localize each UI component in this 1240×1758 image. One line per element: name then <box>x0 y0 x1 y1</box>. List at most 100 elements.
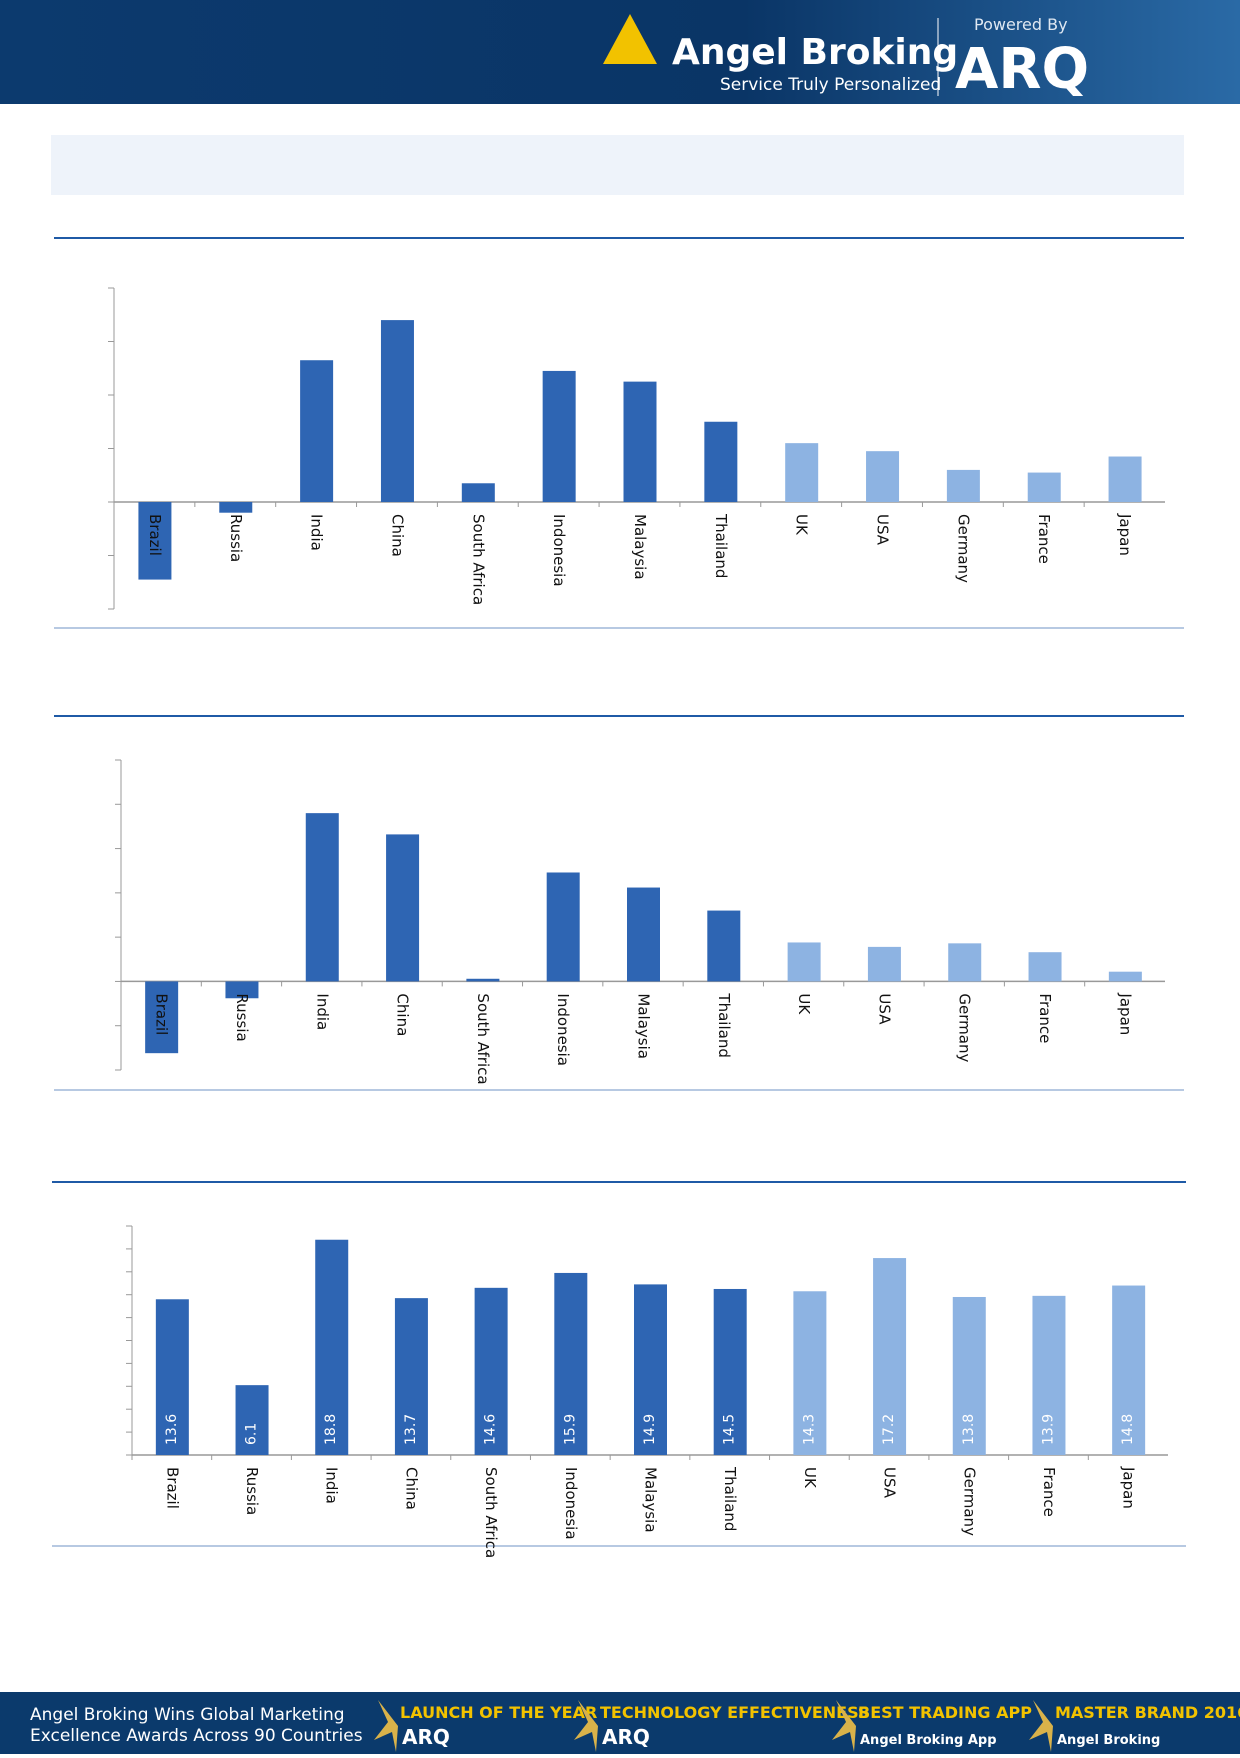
bar <box>474 1287 508 1455</box>
bar <box>1108 971 1142 982</box>
bar <box>466 978 500 982</box>
award-star <box>374 1700 398 1752</box>
bar <box>952 1296 986 1455</box>
award-title: TECHNOLOGY EFFECTIVENESS <box>600 1703 869 1722</box>
x-tick-label: France <box>1040 1467 1058 1517</box>
x-tick-label: Russia <box>227 514 245 562</box>
x-tick-label: Japan <box>1116 513 1134 556</box>
footer-band <box>0 1692 1240 1754</box>
bar <box>542 370 576 502</box>
x-tick-label: UK <box>795 993 813 1015</box>
data-label: 13.6 <box>164 1414 180 1445</box>
bar <box>793 1291 827 1455</box>
x-tick-label: UK <box>801 1467 819 1489</box>
award-title: LAUNCH OF THE YEAR <box>400 1703 597 1722</box>
bar <box>634 1284 667 1455</box>
x-tick-label: Japan <box>1116 992 1134 1035</box>
x-tick-label: Russia <box>243 1467 261 1515</box>
x-tick-label: Indonesia <box>550 514 568 587</box>
data-label: 13.7 <box>403 1414 419 1445</box>
bar <box>1027 472 1061 502</box>
x-tick-label: USA <box>874 514 892 546</box>
bar <box>1112 1285 1146 1455</box>
x-tick-label: USA <box>875 993 893 1025</box>
award-brand: Angel Broking App <box>860 1733 997 1748</box>
x-tick-label: Malaysia <box>631 514 649 580</box>
bar <box>1108 456 1142 502</box>
x-tick-label: India <box>308 514 326 551</box>
award-star <box>574 1700 598 1752</box>
x-tick-label: Malaysia <box>635 993 653 1059</box>
x-tick-label: UK <box>793 514 811 536</box>
award-brand: ARQ <box>602 1725 650 1749</box>
x-tick-label: France <box>1035 514 1053 564</box>
bar <box>707 910 741 982</box>
bar <box>866 451 900 502</box>
data-label: 18.8 <box>323 1414 339 1445</box>
x-tick-label: Indonesia <box>562 1467 580 1540</box>
x-tick-label: South Africa <box>474 993 492 1084</box>
bar <box>554 1272 588 1455</box>
bar <box>315 1239 349 1455</box>
data-label: 13.9 <box>1040 1414 1056 1445</box>
bar <box>145 981 179 1054</box>
bar <box>948 943 982 982</box>
bar <box>1028 952 1062 982</box>
awards: LAUNCH OF THE YEAR ARQ TECHNOLOGY EFFECTIV… <box>374 1700 1240 1752</box>
x-tick-label: USA <box>881 1467 899 1499</box>
x-tick-label: China <box>394 993 412 1036</box>
bar <box>713 1288 747 1455</box>
x-tick-label: India <box>323 1467 341 1504</box>
data-label: 14.9 <box>642 1414 658 1445</box>
bar <box>546 872 580 982</box>
data-label: 15.9 <box>562 1414 578 1445</box>
data-label: 14.8 <box>1120 1414 1136 1445</box>
x-tick-label: Brazil <box>163 1467 181 1509</box>
bar <box>704 421 738 502</box>
x-tick-label: South Africa <box>482 1467 500 1558</box>
powered-by: Powered By <box>974 15 1068 34</box>
title-box <box>51 135 1184 195</box>
x-tick-label: Thailand <box>712 513 730 578</box>
bar <box>873 1258 907 1455</box>
data-label: 14.3 <box>801 1414 817 1445</box>
x-tick-label: Malaysia <box>642 1467 660 1533</box>
bar <box>155 1299 189 1455</box>
product: ARQ <box>955 37 1089 102</box>
x-tick-label: France <box>1036 993 1054 1043</box>
bar <box>946 469 980 502</box>
x-tick-label: Indonesia <box>554 993 572 1066</box>
bar <box>300 360 334 502</box>
bar <box>225 981 259 999</box>
bar <box>1032 1295 1066 1455</box>
x-tick-label: Thailand <box>721 1466 739 1531</box>
award-brand: ARQ <box>402 1725 450 1749</box>
x-tick-label: Germany <box>960 1467 978 1536</box>
footer-headline-text: Excellence Awards Across 90 Countries <box>30 1726 363 1746</box>
bar <box>461 483 495 502</box>
logo-icon <box>603 14 657 64</box>
footer-headline-text: Angel Broking Wins Global Marketing <box>30 1705 345 1725</box>
x-tick-label: Thailand <box>715 992 733 1057</box>
x-tick-label: Brazil <box>153 993 171 1035</box>
bar <box>394 1298 428 1455</box>
award-title: MASTER BRAND 2016 <box>1055 1703 1240 1722</box>
x-tick-label: Germany <box>954 514 972 583</box>
data-label: 14.5 <box>722 1414 738 1445</box>
brand: Angel Broking <box>672 32 958 73</box>
data-label: 17.2 <box>881 1414 897 1445</box>
bar <box>235 1385 269 1455</box>
bar <box>787 942 821 982</box>
award-title: BEST TRADING APP <box>858 1703 1032 1722</box>
bar <box>623 381 657 502</box>
x-tick-label: South Africa <box>469 514 487 605</box>
charts: Brazil Russia India China South Africa Indone… <box>108 287 1168 1558</box>
bar <box>386 834 420 982</box>
x-tick-label: China <box>402 1467 420 1510</box>
bar <box>305 813 339 982</box>
tagline: Service Truly Personalized <box>720 75 941 95</box>
data-label: 14.6 <box>483 1414 499 1445</box>
bar <box>380 320 414 502</box>
